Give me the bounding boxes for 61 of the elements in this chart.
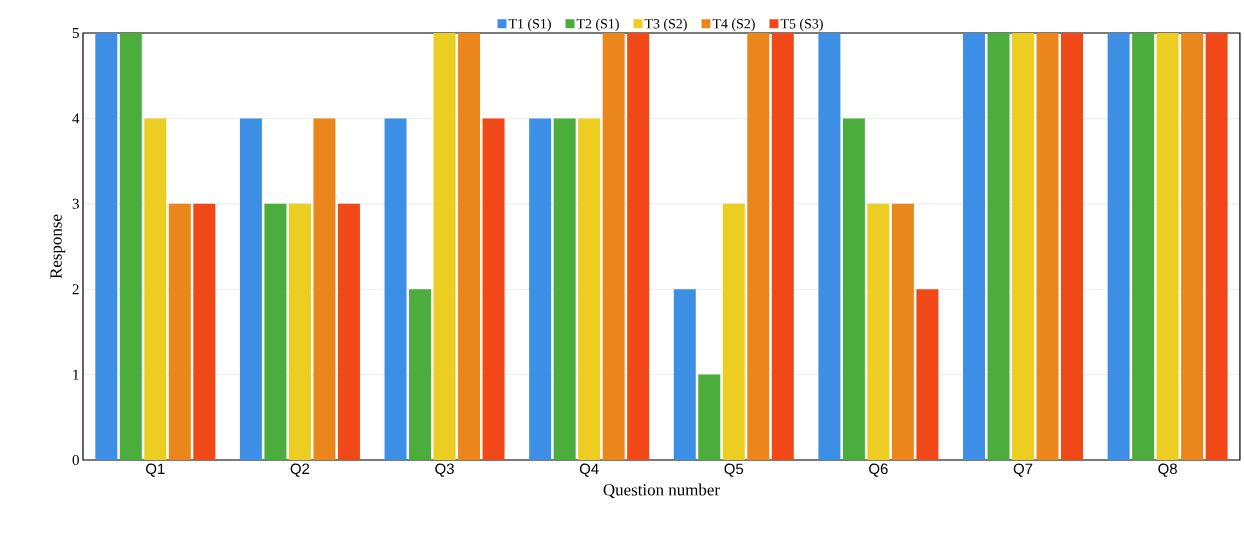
bar — [916, 289, 939, 460]
bar — [771, 33, 794, 460]
legend-label: T4 (S2) — [712, 18, 755, 32]
legend-label: T2 (S1) — [576, 18, 619, 32]
bar — [482, 118, 505, 460]
bar — [1012, 33, 1035, 460]
bar — [95, 33, 118, 460]
bar — [144, 118, 167, 460]
x-tick-label: Q1 — [146, 463, 165, 477]
bar — [698, 374, 721, 460]
bar — [1205, 33, 1228, 460]
bar — [529, 118, 552, 460]
bar — [963, 33, 986, 460]
bar — [337, 203, 360, 460]
bar — [119, 33, 142, 460]
bar — [433, 33, 456, 460]
bar — [288, 203, 311, 460]
bar — [578, 118, 601, 460]
x-tick-label: Q2 — [290, 463, 310, 477]
bar — [264, 203, 287, 460]
bar — [891, 203, 914, 460]
x-tick-label: Q4 — [579, 463, 599, 477]
bar — [722, 203, 745, 460]
x-tick-label: Q7 — [1013, 463, 1033, 477]
bar — [239, 118, 262, 460]
x-tick-label: Q8 — [1158, 463, 1177, 477]
legend-label: T1 (S1) — [508, 18, 551, 32]
bar — [1132, 33, 1155, 460]
bar — [1061, 33, 1084, 460]
legend-label: T5 (S3) — [780, 18, 823, 32]
y-tick-label: 5 — [72, 28, 79, 38]
x-tick-label: Q3 — [435, 463, 454, 477]
bar — [747, 33, 770, 460]
bar — [458, 33, 481, 460]
bar — [867, 203, 890, 460]
x-axis-title: Question number — [603, 483, 720, 499]
bar — [602, 33, 625, 460]
y-tick-label: 1 — [73, 369, 79, 380]
bar — [409, 289, 432, 460]
y-tick-label: 0 — [72, 454, 79, 466]
y-axis-title: Response — [50, 214, 66, 279]
bar — [842, 118, 865, 460]
bar — [193, 203, 216, 460]
bar — [1107, 33, 1130, 460]
x-tick-label: Q6 — [869, 463, 888, 477]
bar — [384, 118, 407, 460]
bar — [987, 33, 1010, 460]
bar — [818, 33, 841, 460]
bar — [1156, 33, 1179, 460]
bar — [1036, 33, 1059, 460]
legend-label: T3 (S2) — [644, 18, 687, 32]
bar — [1181, 33, 1204, 460]
bar — [313, 118, 336, 460]
y-tick-label: 3 — [72, 198, 79, 209]
bar — [553, 118, 576, 460]
x-tick-label: Q5 — [724, 463, 744, 477]
bar — [673, 289, 696, 460]
y-tick-label: 4 — [72, 113, 80, 124]
bar — [627, 33, 650, 460]
y-tick-label: 2 — [72, 284, 79, 295]
bar — [168, 203, 191, 460]
